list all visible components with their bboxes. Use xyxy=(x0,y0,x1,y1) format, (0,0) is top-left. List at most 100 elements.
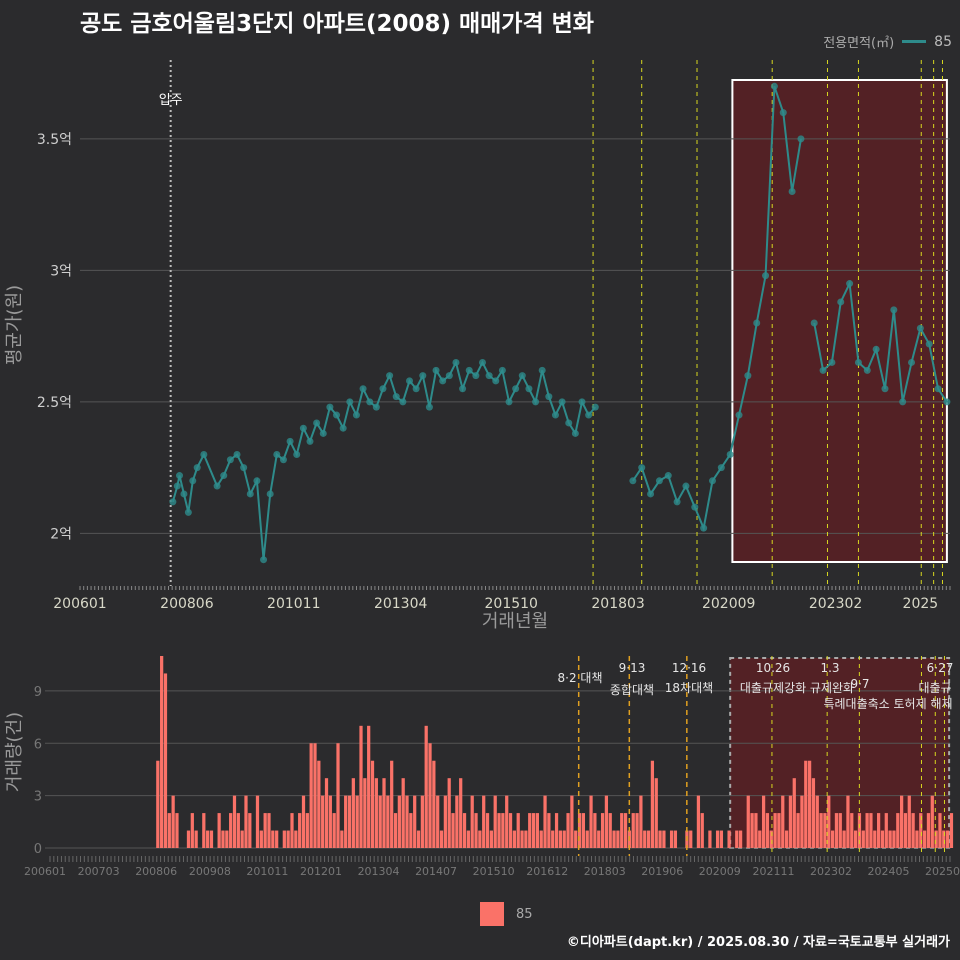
x-tick-label-bottom: 201011 xyxy=(246,865,288,878)
x-tick-label-bottom: 200703 xyxy=(78,865,120,878)
price-line-series-2 xyxy=(813,279,948,403)
volume-bar xyxy=(217,813,221,848)
policy-annotation: 12·16 xyxy=(672,661,706,675)
volume-bar xyxy=(416,830,421,848)
volume-bar xyxy=(761,795,766,848)
x-tick-label-bottom: 200908 xyxy=(189,865,231,878)
volume-bar xyxy=(386,795,390,848)
volume-bar xyxy=(370,760,375,848)
volume-bar xyxy=(585,830,589,848)
price-point xyxy=(253,477,261,485)
x-tick-label-bottom: 202009 xyxy=(699,865,741,878)
policy-annotation: 10.26 xyxy=(756,661,790,675)
y-tick-label-top: 3억 xyxy=(50,263,72,279)
volume-bar xyxy=(700,813,704,848)
volume-bar xyxy=(853,830,858,848)
volume-bar xyxy=(267,813,271,848)
volume-bar xyxy=(520,830,524,848)
price-point xyxy=(565,419,573,427)
price-point xyxy=(299,424,307,432)
volume-bar xyxy=(474,813,478,848)
x-tick-label-top: 200601 xyxy=(53,596,106,612)
volume-bar xyxy=(650,760,655,848)
price-point xyxy=(346,398,354,406)
y-tick-label-top: 2.5억 xyxy=(37,395,72,411)
volume-bar xyxy=(409,813,413,848)
volume-bar xyxy=(493,795,497,848)
x-tick-label-top: 202009 xyxy=(702,596,755,612)
volume-bar xyxy=(340,830,344,848)
price-point xyxy=(664,472,672,480)
volume-bar xyxy=(232,795,237,848)
volume-bar xyxy=(447,778,451,848)
volume-bar xyxy=(834,813,839,848)
price-point xyxy=(505,398,513,406)
price-point xyxy=(169,498,177,506)
policy-annotation: 18차대책 xyxy=(665,680,713,695)
volume-bar xyxy=(539,830,543,848)
volume-bar xyxy=(551,830,555,848)
volume-bar xyxy=(558,830,563,848)
volume-bar xyxy=(347,795,352,848)
price-point xyxy=(313,419,321,427)
price-point xyxy=(717,464,725,472)
volume-bar xyxy=(420,795,424,848)
volume-bar xyxy=(604,795,609,848)
price-point xyxy=(828,358,836,366)
price-point xyxy=(379,385,387,393)
price-point xyxy=(372,403,380,411)
price-point xyxy=(459,385,467,393)
x-tick-label-top: 200806 xyxy=(160,596,214,612)
volume-bar xyxy=(321,795,325,848)
volume-bar xyxy=(163,673,168,848)
price-point xyxy=(753,319,761,327)
x-tick-label-top: 201510 xyxy=(485,596,538,612)
price-point xyxy=(908,358,916,366)
volume-bar xyxy=(535,813,539,848)
volume-bar xyxy=(344,795,348,848)
price-point xyxy=(872,345,880,353)
price-point xyxy=(819,366,827,374)
volume-bar xyxy=(708,830,712,848)
volume-bar xyxy=(413,795,417,848)
volume-bar xyxy=(696,795,701,848)
price-point xyxy=(558,398,566,406)
volume-bar xyxy=(857,813,862,848)
volume-bar xyxy=(439,830,444,848)
volume-bar xyxy=(746,795,750,848)
volume-bar xyxy=(424,725,428,848)
price-point xyxy=(638,464,646,472)
volume-bar xyxy=(393,813,398,848)
volume-bar xyxy=(359,725,363,848)
volume-bar xyxy=(309,743,313,848)
x-tick-label-bottom: 201510 xyxy=(473,865,515,878)
policy-annotation: 규제완화 xyxy=(810,681,854,695)
policy-annotation: 8·2 대책 xyxy=(558,670,603,685)
movein-annotation: 입주 xyxy=(159,93,183,108)
volume-bar xyxy=(240,830,244,848)
x-tick-label-bottom: 200806 xyxy=(135,865,177,878)
volume-bar xyxy=(175,813,179,848)
price-point xyxy=(220,472,228,480)
x-tick-label-bottom: 202405 xyxy=(868,865,910,878)
volume-bar xyxy=(608,813,612,848)
policy-annotation: 1.3 xyxy=(820,661,839,675)
price-point xyxy=(708,477,716,485)
volume-bar xyxy=(382,778,386,848)
volume-bar xyxy=(190,813,194,848)
legend-bottom: 85 xyxy=(480,902,533,926)
price-point xyxy=(538,366,546,374)
y-tick-label-bottom: 6 xyxy=(34,737,42,752)
price-point xyxy=(925,340,933,348)
volume-bar xyxy=(838,813,842,848)
volume-bar xyxy=(324,778,329,848)
volume-bar xyxy=(658,830,662,848)
x-tick-label-bottom: 201304 xyxy=(358,865,400,878)
price-point xyxy=(399,398,407,406)
price-point xyxy=(585,411,593,419)
volume-bar xyxy=(244,795,248,848)
volume-bar xyxy=(332,813,336,848)
volume-bar xyxy=(719,830,724,848)
volume-bar xyxy=(938,813,942,848)
x-tick-label-top: 2025 xyxy=(903,596,939,612)
